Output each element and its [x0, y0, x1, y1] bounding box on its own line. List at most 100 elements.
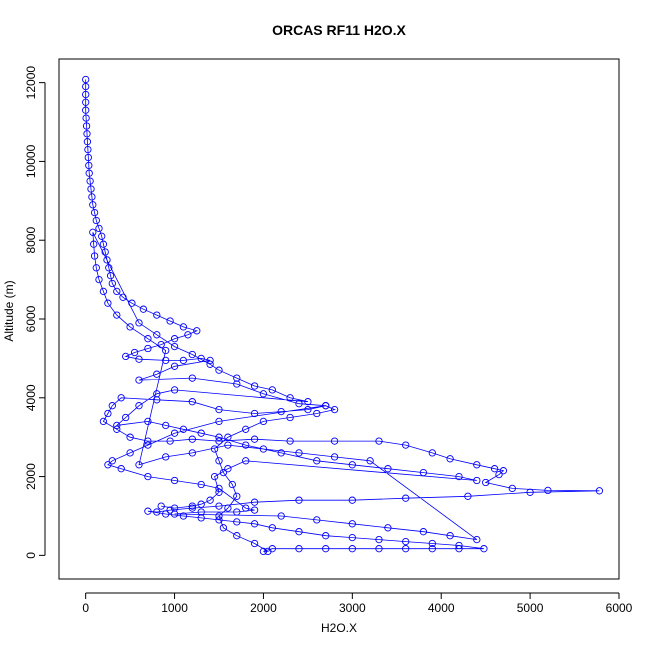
data-point — [135, 461, 143, 469]
data-point — [473, 535, 481, 544]
data-point — [122, 413, 130, 422]
plot-frame — [58, 58, 620, 580]
data-point — [82, 114, 90, 122]
data-point — [135, 376, 143, 384]
data-point — [157, 502, 165, 510]
data-point — [90, 252, 99, 260]
data-point — [313, 516, 321, 524]
data-point — [179, 356, 188, 365]
data-point — [104, 409, 112, 418]
data-point — [188, 504, 196, 512]
data-point — [233, 518, 241, 526]
data-point — [128, 299, 136, 307]
data-point — [250, 520, 259, 528]
data-point — [286, 437, 294, 445]
data-point — [157, 340, 165, 349]
data-point — [215, 516, 223, 524]
data-point — [428, 449, 436, 457]
data-point — [224, 465, 232, 473]
data-point — [179, 323, 188, 331]
data-point — [295, 400, 303, 408]
data-point — [179, 425, 188, 433]
data-point — [166, 437, 174, 445]
data-point — [135, 402, 143, 410]
data-point — [242, 425, 250, 433]
data-point — [215, 512, 223, 520]
data-point — [153, 390, 161, 398]
data-point — [144, 344, 152, 353]
data-point — [330, 405, 339, 414]
data-point — [105, 264, 113, 272]
data-point — [126, 433, 134, 441]
data-point — [84, 145, 92, 154]
y-tick-label: 0 — [24, 552, 38, 559]
y-axis-label: Altitude (m) — [2, 280, 16, 341]
data-point — [259, 390, 268, 398]
data-point — [233, 492, 241, 500]
data-point — [268, 524, 276, 532]
data-point — [215, 366, 223, 374]
data-point — [117, 394, 125, 402]
data-point — [366, 457, 374, 465]
data-point — [170, 476, 179, 485]
data-point — [384, 465, 392, 473]
data-point — [295, 496, 303, 504]
data-point — [144, 335, 152, 343]
data-point — [193, 327, 201, 335]
data-point — [277, 449, 285, 457]
data-point — [82, 106, 90, 114]
data-point — [188, 398, 196, 406]
data-point — [233, 374, 241, 382]
data-point — [277, 512, 285, 520]
data-point — [455, 472, 463, 481]
data-point — [197, 429, 205, 437]
y-tick-label: 6000 — [24, 305, 38, 332]
data-point — [219, 468, 228, 477]
data-point — [313, 409, 321, 418]
data-point — [153, 508, 161, 516]
data-point — [87, 185, 95, 193]
x-tick-label: 4000 — [428, 601, 455, 615]
data-point — [99, 287, 108, 296]
data-point — [89, 228, 97, 236]
data-point — [215, 405, 223, 414]
data-point — [250, 506, 259, 514]
data-point — [83, 130, 91, 138]
data-point — [144, 417, 152, 426]
data-point — [166, 317, 174, 325]
data-point — [166, 506, 174, 514]
data-point — [215, 457, 223, 465]
data-point — [259, 417, 268, 426]
data-point — [242, 457, 250, 465]
chart-title: ORCAS RF11 H2O.X — [272, 22, 406, 38]
data-point — [170, 362, 179, 370]
data-point — [304, 398, 312, 406]
data-point — [330, 437, 339, 445]
data-point — [250, 409, 259, 418]
data-point — [224, 433, 232, 441]
data-point — [402, 545, 410, 553]
data-point — [473, 476, 481, 485]
data-point — [162, 356, 170, 365]
data-point — [250, 539, 259, 548]
data-point — [233, 508, 241, 516]
data-point — [188, 350, 196, 359]
data-point — [113, 311, 121, 319]
data-point — [250, 382, 259, 390]
y-tick-label: 4000 — [24, 384, 38, 411]
data-point — [98, 232, 106, 240]
data-point — [250, 435, 259, 443]
data-point — [215, 417, 223, 426]
data-point — [197, 514, 205, 522]
data-point — [215, 502, 223, 510]
data-point — [106, 272, 115, 280]
data-point — [144, 472, 152, 481]
data-point — [179, 512, 188, 520]
data-point — [95, 275, 103, 284]
x-tick-label: 1000 — [161, 601, 188, 615]
data-point — [228, 480, 236, 489]
data-point — [322, 545, 330, 553]
x-tick-label: 0 — [82, 601, 89, 615]
data-point — [126, 323, 134, 331]
